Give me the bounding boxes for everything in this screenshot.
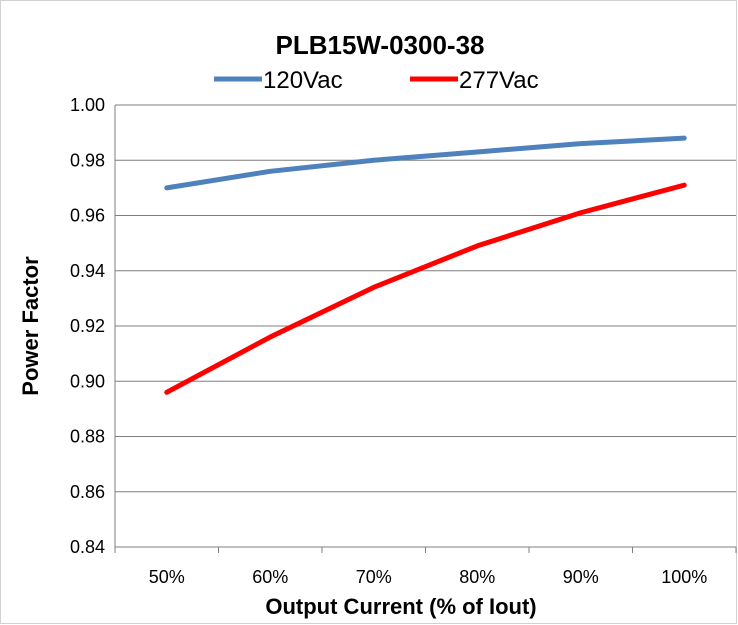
legend-label-120vac: 120Vac [263, 67, 343, 94]
x-tick-label: 100% [661, 567, 707, 587]
x-tick-labels: 50% 60% 70% 80% 90% 100% [149, 567, 708, 587]
x-tick-label: 90% [563, 567, 599, 587]
series-line-277vac [164, 182, 687, 395]
legend-label-277vac: 277Vac [459, 67, 539, 94]
y-tick-label: 0.98 [70, 150, 105, 170]
y-tick-label: 0.90 [70, 371, 105, 391]
series-line-120vac [164, 135, 687, 191]
x-tick-label: 60% [252, 567, 288, 587]
legend: 120Vac 277Vac [214, 67, 539, 94]
y-tick-label: 0.88 [70, 427, 105, 447]
y-tick-label: 1.00 [70, 95, 105, 115]
y-tick-label: 0.94 [70, 261, 105, 281]
y-tick-label: 0.86 [70, 482, 105, 502]
y-tick-label: 0.96 [70, 206, 105, 226]
y-tick-label: 0.84 [70, 537, 105, 557]
x-tick-label: 50% [149, 567, 185, 587]
x-tick-label: 80% [459, 567, 495, 587]
y-tick-label: 0.92 [70, 316, 105, 336]
axes [114, 105, 737, 553]
y-tick-labels: 0.84 0.86 0.88 0.90 0.92 0.94 0.96 0.98 1.00 [70, 95, 105, 557]
chart-title: PLB15W-0300-38 [275, 30, 484, 60]
y-axis-title: Power Factor [18, 256, 43, 396]
x-axis-title: Output Current (% of Iout) [265, 594, 536, 619]
gridlines [115, 104, 736, 493]
x-tick-label: 70% [356, 567, 392, 587]
series-lines [164, 135, 687, 395]
